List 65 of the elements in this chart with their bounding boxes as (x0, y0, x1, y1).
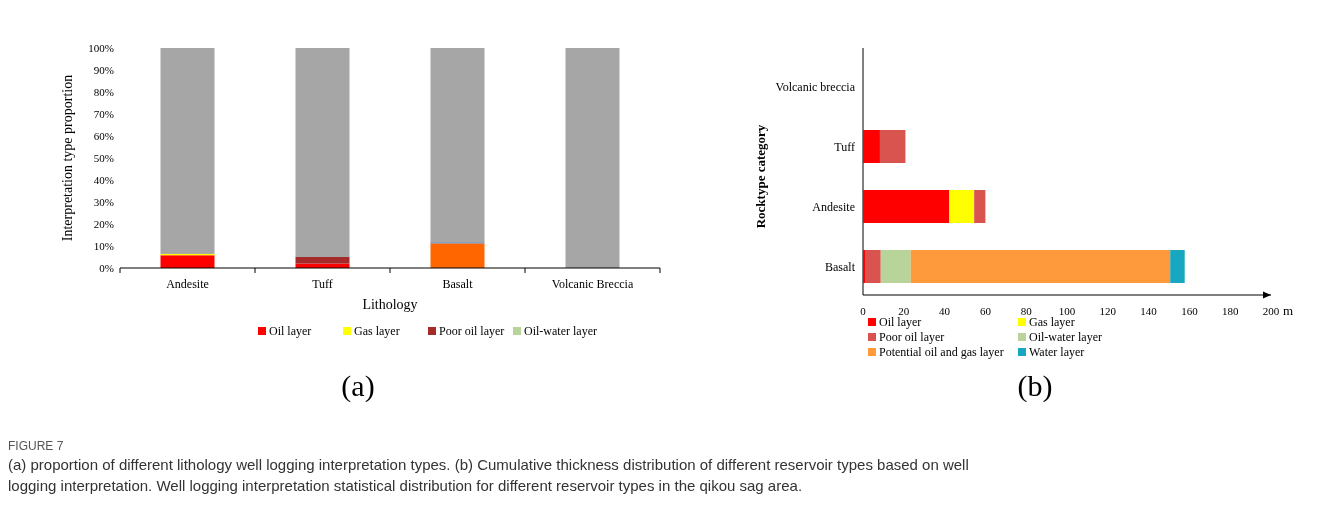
bar (295, 257, 350, 264)
bar (863, 250, 866, 283)
y-tick-label: 50% (93, 152, 114, 164)
legend-label: Oil layer (879, 315, 922, 329)
y-tick-label: 0% (99, 262, 114, 274)
x-tick-label: 60 (979, 305, 992, 317)
x-tick-label: 40 (939, 305, 951, 317)
legend-label: Gas layer (1029, 315, 1075, 329)
y-tick-label: 100% (88, 42, 114, 54)
legend-label: Oil-water layer (524, 324, 597, 338)
legend-label: Poor oil layer (439, 324, 505, 338)
x-tick-label: 120 (1099, 305, 1117, 317)
bar (295, 48, 350, 257)
y-tick-label: Tuff (834, 139, 855, 154)
bar (910, 250, 1171, 283)
bar (160, 48, 215, 254)
bar (1170, 250, 1185, 283)
y-tick-label: 20% (93, 218, 114, 230)
y-tick-label: 10% (93, 240, 114, 252)
y-tick-label: 80% (93, 86, 114, 98)
legend-label: Gas layer (354, 324, 400, 338)
legend-label: Oil-water layer (1029, 330, 1102, 344)
legend-label: Oil layer (269, 324, 312, 338)
text: (b) (1017, 369, 1053, 403)
y-tick-label: Basalt (825, 259, 856, 274)
x-axis-title: Lithology (362, 297, 418, 312)
y-tick-label: Volcanic breccia (775, 79, 856, 94)
y-tick-label: 30% (93, 196, 114, 208)
x-tick-label: Volcanic Breccia (551, 277, 634, 291)
bar (974, 190, 986, 223)
caption: FIGURE 7 (8, 439, 64, 453)
y-tick-label: 60% (93, 130, 114, 142)
legend-label: Poor oil layer (879, 330, 945, 344)
bar (863, 130, 880, 163)
bar (565, 48, 620, 268)
bar (863, 190, 950, 223)
x-tick-label: 160 (1181, 305, 1199, 317)
text: (a) (341, 369, 375, 403)
bar (430, 243, 485, 268)
y-tick-label: Andesite (812, 199, 855, 214)
x-tick-label: 100 (1058, 305, 1076, 317)
x-tick-label: Andesite (166, 277, 209, 291)
y-tick-label: 70% (93, 108, 114, 120)
x-tick-label: 140 (1140, 305, 1158, 317)
x-tick-label: 180 (1221, 305, 1239, 317)
bar (865, 250, 881, 283)
bar (880, 250, 911, 283)
y-axis-title: Rocktype category (753, 124, 768, 229)
text: (a) proportion of different lithology well logging interpretation types. (b) Cumulative thickness distribution of different reservoir types based on well logging interpretation. Well logging interpretation statistical distribution for different reservoir types in the qikou sag area. (8, 456, 969, 494)
x-axis-title: m (1283, 303, 1294, 318)
x-tick-label: 0 (860, 305, 867, 317)
x-tick-label: 200 (1262, 305, 1280, 317)
legend-label: Potential oil and gas layer (879, 345, 1004, 359)
x-tick-label: 80 (1020, 305, 1033, 317)
y-tick-label: 90% (93, 64, 114, 76)
legend-label: Water layer (1029, 345, 1085, 359)
bar (879, 130, 906, 163)
y-axis-title: Interpretation type proportion (60, 74, 75, 242)
bar (949, 190, 975, 223)
x-tick-label: 20 (898, 305, 910, 317)
y-tick-label: 40% (93, 174, 114, 186)
bar (430, 48, 485, 243)
bar (160, 255, 215, 268)
x-tick-label: Tuff (312, 277, 333, 291)
x-tick-label: Basalt (442, 277, 474, 291)
